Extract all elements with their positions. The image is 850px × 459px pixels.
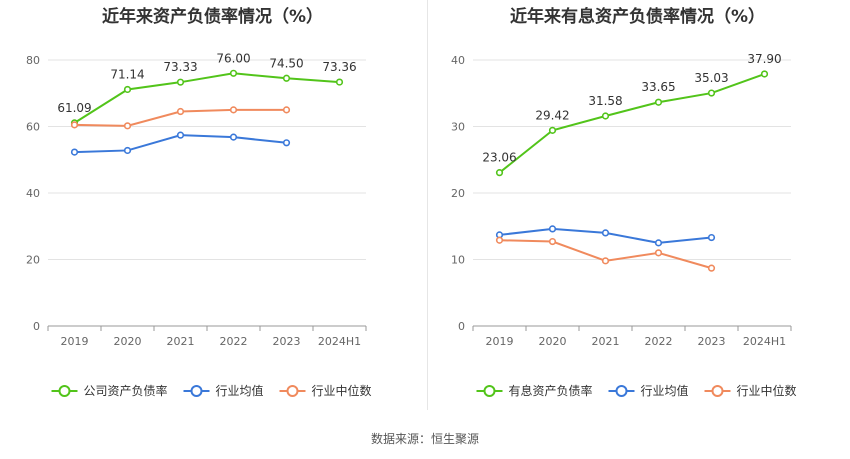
x-tick-label: 2019 — [486, 335, 514, 348]
data-label: 37.90 — [747, 52, 781, 66]
chart-canvas: 0 20 40 60 80 2019 2020 2021 2022 2023 2024H1 61.09… — [26, 51, 372, 398]
legend-marker — [483, 385, 496, 397]
legend-label: 行业中位数 — [737, 383, 797, 398]
legend-item: 行业中位数 — [704, 383, 797, 398]
data-point — [760, 70, 769, 78]
y-tick-label: 60 — [26, 121, 40, 134]
data-label: 73.33 — [163, 60, 197, 74]
chart-panel-right: 近年来有息资产负债率情况（%） 0 10 20 30 40 2019 2020 2021 202… — [425, 0, 850, 420]
data-label: 74.50 — [269, 56, 303, 70]
data-point — [176, 107, 185, 116]
data-label: 71.14 — [110, 67, 144, 81]
data-label: 73.36 — [322, 60, 356, 74]
data-point — [495, 169, 504, 177]
legend-item: 公司资产负债率 — [51, 383, 168, 398]
y-tick-label: 0 — [458, 320, 465, 333]
data-point — [548, 237, 557, 246]
legend-label: 有息资产负债率 — [509, 383, 593, 398]
data-point — [601, 257, 610, 265]
x-tick-label: 2020 — [539, 335, 567, 348]
x-tick-label: 2024H1 — [318, 335, 361, 348]
data-point — [707, 264, 716, 272]
data-point — [176, 78, 185, 86]
series-line — [73, 72, 340, 124]
x-tick-label: 2023 — [698, 335, 726, 348]
data-point — [654, 239, 663, 247]
y-tick-label: 40 — [26, 187, 40, 200]
y-tick-label: 80 — [26, 54, 40, 67]
data-point — [335, 78, 344, 86]
x-tick-label: 2024H1 — [743, 335, 786, 348]
legend-label: 行业均值 — [641, 383, 689, 398]
x-tick-label: 2020 — [114, 335, 142, 348]
y-tick-label: 30 — [451, 121, 465, 134]
data-point — [123, 146, 132, 155]
x-tick-label: 2019 — [61, 335, 89, 348]
data-label: 31.58 — [588, 94, 622, 108]
legend-label: 公司资产负债率 — [84, 383, 168, 398]
data-point — [548, 225, 557, 233]
legend-marker — [615, 385, 628, 397]
data-label: 23.06 — [482, 151, 516, 165]
data-point — [70, 121, 79, 129]
legend-item: 行业均值 — [608, 383, 689, 398]
legend-marker — [58, 385, 71, 397]
data-point — [282, 74, 291, 82]
data-point — [229, 133, 238, 141]
data-point — [601, 229, 610, 237]
chart-title: 近年来资产负债率情况（%） — [101, 7, 324, 27]
y-tick-label: 20 — [451, 187, 465, 200]
data-point — [707, 233, 716, 242]
data-point — [495, 236, 504, 244]
x-tick-label: 2021 — [167, 335, 195, 348]
x-tick-label: 2021 — [592, 335, 620, 348]
data-point — [70, 148, 79, 156]
legend-marker — [286, 385, 299, 397]
data-point — [601, 112, 610, 120]
data-point — [654, 249, 663, 257]
legend-item: 行业中位数 — [279, 383, 372, 398]
data-point — [548, 126, 557, 134]
chart-panel-left: 近年来资产负债率情况（%） 0 20 40 60 80 2019 2020 2021 2022 2… — [0, 0, 425, 420]
data-point — [123, 85, 132, 94]
legend-item: 有息资产负债率 — [476, 383, 593, 398]
data-point — [654, 98, 663, 106]
y-tick-label: 10 — [451, 254, 465, 267]
legend-marker — [711, 385, 724, 397]
chart-title: 近年来有息资产负债率情况（%） — [509, 7, 766, 27]
y-tick-label: 20 — [26, 254, 40, 267]
legend-label: 行业均值 — [216, 383, 264, 398]
data-label: 61.09 — [57, 101, 91, 115]
data-point — [229, 69, 238, 77]
y-tick-label: 40 — [451, 54, 465, 67]
legend-item: 行业均值 — [183, 383, 264, 398]
data-label: 33.65 — [641, 80, 675, 94]
x-tick-label: 2022 — [645, 335, 673, 348]
data-source-note: 数据来源：恒生聚源 — [370, 432, 479, 446]
data-label: 29.42 — [535, 108, 569, 122]
chart-canvas: 0 10 20 30 40 2019 2020 2021 2022 2023 2024H1 23.06… — [451, 52, 797, 398]
x-tick-label: 2023 — [273, 335, 301, 348]
series-line — [498, 73, 765, 174]
legend-marker — [190, 385, 203, 397]
data-point — [176, 131, 185, 139]
data-point — [123, 122, 132, 130]
x-tick-label: 2022 — [220, 335, 248, 348]
data-label: 35.03 — [694, 71, 728, 85]
y-tick-label: 0 — [33, 320, 40, 333]
panel-divider — [427, 0, 428, 410]
data-point — [282, 106, 291, 114]
data-label: 76.00 — [216, 51, 250, 65]
data-point — [707, 89, 716, 97]
data-point — [282, 139, 291, 147]
legend-label: 行业中位数 — [312, 383, 372, 398]
data-point — [229, 106, 238, 114]
